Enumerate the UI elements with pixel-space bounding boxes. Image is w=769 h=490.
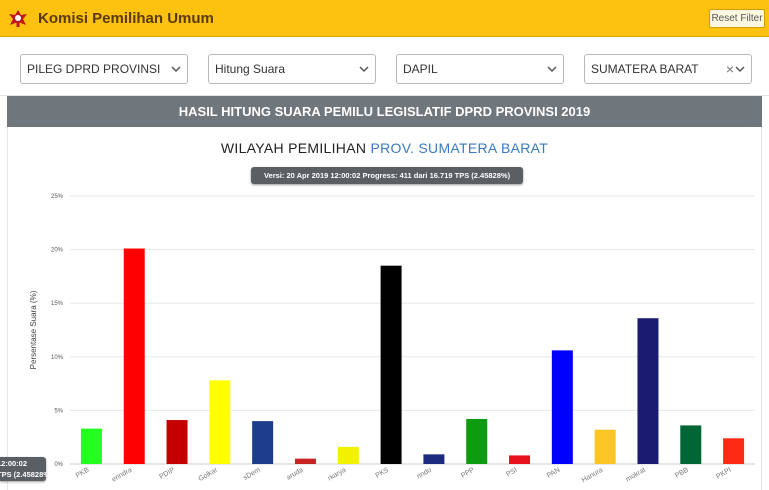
- chevron-down-icon: [171, 66, 181, 73]
- x-tick-label: Golkar: [197, 466, 219, 483]
- tooltip-line-2: TPS (2.45828%): [0, 470, 46, 479]
- x-tick-label: rindo: [416, 467, 433, 481]
- y-tick-label: 20%: [51, 248, 64, 254]
- bar-pkb[interactable]: [80, 428, 102, 464]
- bar-nasdem[interactable]: [252, 421, 274, 464]
- x-tick-label: PKS: [374, 467, 390, 480]
- chart-title-prefix: WILAYAH PEMILIHAN: [220, 140, 367, 156]
- y-tick-label: 25%: [51, 194, 64, 200]
- x-tick-label: PKPI: [715, 467, 732, 481]
- bar-perindo[interactable]: [423, 454, 445, 464]
- results-banner: HASIL HITUNG SUARA PEMILU LEGISLATIF DPR…: [7, 96, 762, 127]
- bar-gerindra[interactable]: [123, 248, 145, 464]
- bar-pdip[interactable]: [166, 420, 188, 464]
- y-tick-label: 15%: [51, 301, 64, 307]
- bar-psi[interactable]: [509, 455, 531, 464]
- bar-pan[interactable]: [551, 350, 573, 464]
- chart-title-region[interactable]: PROV. SUMATERA BARAT: [370, 140, 549, 156]
- y-tick-label: 0%: [54, 462, 63, 468]
- chevron-down-icon: [547, 66, 557, 73]
- x-tick-label: erindra: [111, 467, 133, 484]
- tooltip-line-1: 12:00:02: [0, 459, 28, 468]
- bar-hanura[interactable]: [594, 429, 616, 464]
- election-select[interactable]: PILEG DPRD PROVINSI: [20, 54, 188, 84]
- x-tick-label: PDIP: [158, 467, 176, 481]
- chevron-down-icon: [359, 66, 369, 73]
- bar-garuda[interactable]: [294, 458, 316, 464]
- mode-select-value: Hitung Suara: [215, 62, 286, 76]
- dapil-select-value: DAPIL: [403, 62, 438, 76]
- x-tick-label: rkarya: [327, 467, 347, 483]
- x-tick-label: sDem: [242, 467, 261, 482]
- mode-select[interactable]: Hitung Suara: [208, 54, 376, 84]
- chart-title: WILAYAH PEMILIHAN PROV. SUMATERA BARAT: [0, 140, 769, 156]
- bar-pkpi[interactable]: [723, 438, 745, 464]
- app-title: Komisi Pemilihan Umum: [38, 10, 214, 27]
- bar-ppp[interactable]: [466, 418, 488, 464]
- chevron-down-icon: [735, 66, 745, 73]
- bar-demokrat[interactable]: [637, 318, 659, 464]
- y-tick-label: 10%: [51, 355, 64, 361]
- region-select[interactable]: SUMATERA BARAT ×: [584, 54, 752, 84]
- y-tick-label: 5%: [54, 408, 63, 414]
- region-select-value: SUMATERA BARAT: [591, 62, 699, 76]
- version-badge: Versi: 20 Apr 2019 12:00:02 Progress: 41…: [251, 167, 523, 184]
- clear-icon[interactable]: ×: [725, 61, 734, 77]
- dapil-select[interactable]: DAPIL: [396, 54, 564, 84]
- x-tick-label: PPP: [460, 467, 476, 480]
- x-tick-label: PAN: [546, 467, 562, 480]
- reset-filter-button[interactable]: Reset Filter: [709, 9, 765, 28]
- x-tick-label: Hanura: [581, 467, 604, 485]
- filter-bar: PILEG DPRD PROVINSI Hitung Suara DAPIL S…: [0, 38, 769, 96]
- bar-pbb[interactable]: [680, 425, 702, 464]
- election-select-value: PILEG DPRD PROVINSI: [27, 62, 161, 76]
- bar-pks[interactable]: [380, 265, 402, 464]
- kpu-eagle-icon: [9, 10, 27, 27]
- x-tick-label: PSI: [505, 467, 518, 479]
- x-tick-label: PKB: [75, 467, 91, 480]
- x-tick-label: aruda: [285, 467, 304, 482]
- bar-golkar[interactable]: [209, 380, 231, 464]
- x-tick-label: mokrat: [625, 467, 647, 484]
- x-tick-label: PBB: [674, 467, 690, 480]
- y-axis-title: Persentase Suara (%): [29, 290, 38, 369]
- top-bar: Komisi Pemilihan Umum Reset Filter: [0, 0, 769, 37]
- bar-berkarya[interactable]: [337, 446, 359, 464]
- chart-tooltip: 12:00:02 TPS (2.45828%): [0, 457, 46, 481]
